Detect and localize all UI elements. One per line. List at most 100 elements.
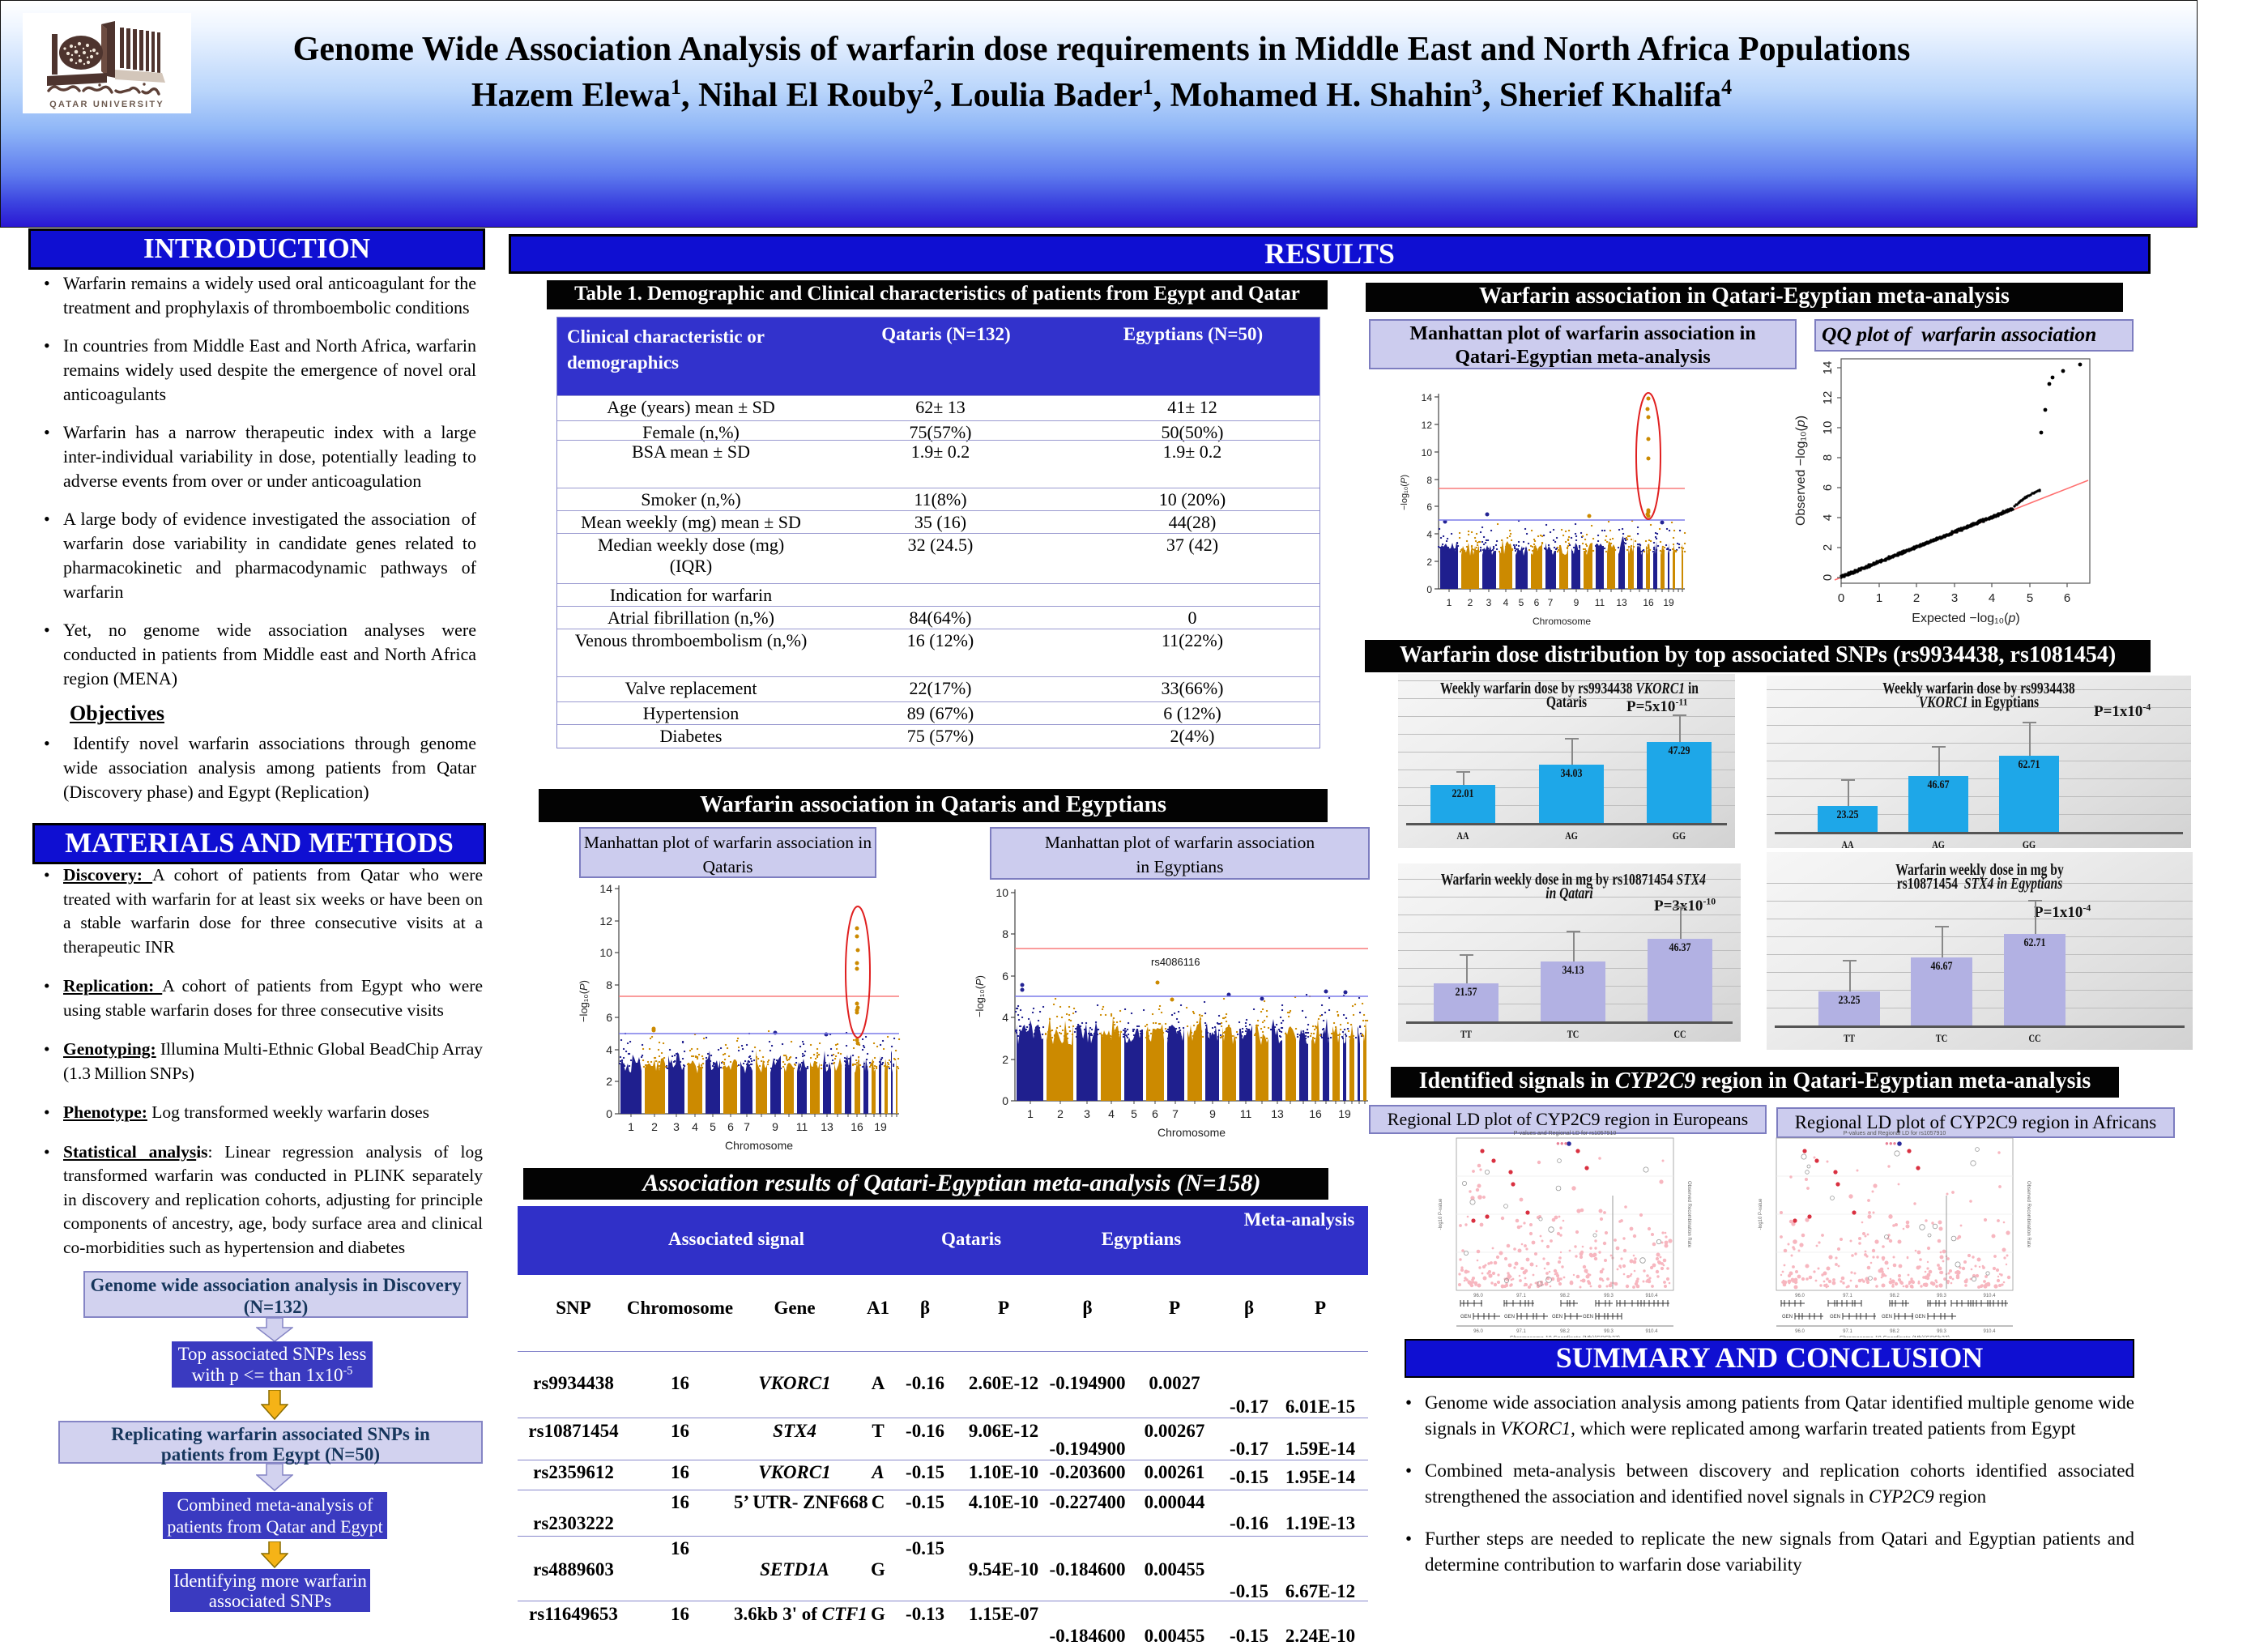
- svg-text:14: 14: [1821, 361, 1835, 375]
- svg-text:98.2: 98.2: [1560, 1294, 1570, 1298]
- svg-text:-log10 P-value: -log10 P-value: [1439, 1198, 1443, 1230]
- svg-text:GEN: GEN: [1882, 1315, 1892, 1320]
- svg-text:8: 8: [1426, 475, 1432, 486]
- svg-text:2: 2: [1057, 1107, 1064, 1120]
- svg-text:2: 2: [606, 1075, 612, 1088]
- svg-text:5: 5: [2027, 591, 2033, 605]
- svg-text:Observed Recombination Rate: Observed Recombination Rate: [2026, 1181, 2031, 1248]
- svg-text:4: 4: [606, 1043, 612, 1056]
- svg-text:13: 13: [1616, 597, 1627, 608]
- svg-text:4: 4: [1989, 591, 1995, 605]
- svg-text:GEN: GEN: [1552, 1315, 1562, 1320]
- svg-text:96.0: 96.0: [1473, 1294, 1483, 1298]
- svg-text:1: 1: [628, 1120, 634, 1133]
- svg-text:4: 4: [1108, 1107, 1115, 1120]
- svg-text:2: 2: [1002, 1053, 1008, 1066]
- svg-text:910.4: 910.4: [1645, 1329, 1658, 1334]
- svg-text:GEN: GEN: [1460, 1315, 1471, 1320]
- svg-text:1: 1: [1447, 597, 1452, 608]
- svg-text:8: 8: [606, 978, 612, 991]
- svg-text:98.2: 98.2: [1890, 1294, 1899, 1298]
- svg-text:13: 13: [821, 1120, 833, 1133]
- svg-text:10: 10: [1422, 447, 1433, 458]
- svg-text:19: 19: [1338, 1107, 1351, 1120]
- svg-text:0: 0: [606, 1107, 612, 1120]
- svg-text:GEN: GEN: [1782, 1315, 1793, 1320]
- svg-text:12: 12: [599, 915, 612, 927]
- svg-text:6: 6: [1426, 501, 1432, 513]
- svg-text:14: 14: [599, 882, 612, 895]
- svg-text:6: 6: [1152, 1107, 1158, 1120]
- svg-text:3: 3: [1084, 1107, 1090, 1120]
- svg-text:3: 3: [673, 1120, 680, 1133]
- svg-text:8: 8: [1821, 454, 1835, 461]
- svg-text:98.2: 98.2: [1560, 1329, 1570, 1334]
- svg-text:16: 16: [1643, 597, 1654, 608]
- svg-text:19: 19: [874, 1120, 887, 1133]
- svg-text:910.4: 910.4: [1645, 1294, 1658, 1298]
- svg-text:GEN: GEN: [1830, 1315, 1840, 1320]
- svg-text:4: 4: [1821, 514, 1835, 521]
- svg-text:●●●: ●●●: [1556, 1140, 1568, 1147]
- svg-text:4: 4: [1002, 1011, 1008, 1024]
- svg-text:1: 1: [1027, 1107, 1034, 1120]
- svg-text:Observed −log₁₀(p): Observed −log₁₀(p): [1794, 416, 1808, 526]
- svg-text:14: 14: [1422, 392, 1433, 403]
- svg-text:7: 7: [744, 1120, 750, 1133]
- svg-text:99.3: 99.3: [1604, 1329, 1614, 1334]
- svg-text:97.1: 97.1: [1843, 1294, 1852, 1298]
- svg-text:99.3: 99.3: [1937, 1294, 1946, 1298]
- svg-text:●●●: ●●●: [1885, 1140, 1897, 1147]
- svg-text:6: 6: [1534, 597, 1540, 608]
- svg-text:4: 4: [692, 1120, 698, 1133]
- svg-text:97.1: 97.1: [1516, 1329, 1526, 1334]
- svg-text:2: 2: [1426, 556, 1432, 568]
- svg-text:99.3: 99.3: [1937, 1329, 1946, 1334]
- svg-text:99.3: 99.3: [1604, 1294, 1614, 1298]
- svg-text:98.2: 98.2: [1890, 1329, 1899, 1334]
- svg-text:9: 9: [772, 1120, 778, 1133]
- svg-text:QATAR UNIVERSITY: QATAR UNIVERSITY: [49, 100, 164, 109]
- svg-text:11: 11: [1595, 597, 1605, 608]
- svg-text:16: 16: [850, 1120, 863, 1133]
- svg-text:11: 11: [1240, 1107, 1252, 1120]
- svg-text:97.1: 97.1: [1516, 1294, 1526, 1298]
- svg-text:12: 12: [1422, 420, 1433, 431]
- svg-text:12: 12: [1821, 391, 1835, 405]
- svg-text:2: 2: [651, 1120, 658, 1133]
- svg-text:GEN: GEN: [1583, 1315, 1593, 1320]
- svg-text:0: 0: [1821, 574, 1835, 581]
- svg-text:GEN: GEN: [1504, 1315, 1515, 1320]
- svg-text:10: 10: [1821, 421, 1835, 435]
- svg-text:−log₁₀(P): −log₁₀(P): [578, 980, 590, 1022]
- svg-text:5: 5: [710, 1120, 716, 1133]
- svg-text:Chromosome: Chromosome: [1157, 1126, 1226, 1139]
- svg-text:6: 6: [1821, 484, 1835, 491]
- svg-text:Observed Recombination Rate: Observed Recombination Rate: [1686, 1181, 1691, 1248]
- svg-text:5: 5: [1519, 597, 1524, 608]
- svg-text:3: 3: [1951, 591, 1958, 605]
- svg-text:0: 0: [1002, 1094, 1008, 1107]
- svg-text:Chromosome 10 Coordinate (Mb)(: Chromosome 10 Coordinate (Mb)(GRCh37): [1510, 1336, 1620, 1337]
- svg-text:Chromosome: Chromosome: [1533, 616, 1591, 627]
- svg-text:13: 13: [1271, 1107, 1284, 1120]
- svg-text:Chromosome 10 Coordinate (Mb)(: Chromosome 10 Coordinate (Mb)(GRCh37): [1840, 1336, 1950, 1337]
- svg-text:10: 10: [995, 886, 1008, 899]
- svg-text:9: 9: [1574, 597, 1580, 608]
- svg-text:8: 8: [1002, 927, 1008, 940]
- svg-text:P-values and Regional LD for r: P-values and Regional LD for rs1057910: [1844, 1131, 1946, 1136]
- svg-text:7: 7: [1172, 1107, 1179, 1120]
- svg-text:5: 5: [1131, 1107, 1137, 1120]
- svg-text:Expected −log₁₀(p): Expected −log₁₀(p): [1912, 612, 2019, 625]
- svg-text:P-values and Regional LD for r: P-values and Regional LD for rs1057910: [1514, 1131, 1617, 1136]
- svg-text:4: 4: [1503, 597, 1509, 608]
- svg-text:6: 6: [606, 1011, 612, 1024]
- svg-text:3: 3: [1486, 597, 1492, 608]
- svg-text:2: 2: [1913, 591, 1920, 605]
- svg-text:6: 6: [727, 1120, 734, 1133]
- svg-text:6: 6: [2064, 591, 2070, 605]
- svg-text:96.0: 96.0: [1795, 1329, 1805, 1334]
- svg-text:GEN: GEN: [1915, 1315, 1925, 1320]
- svg-text:1: 1: [1876, 591, 1882, 605]
- svg-text:rs4086116: rs4086116: [1151, 956, 1200, 968]
